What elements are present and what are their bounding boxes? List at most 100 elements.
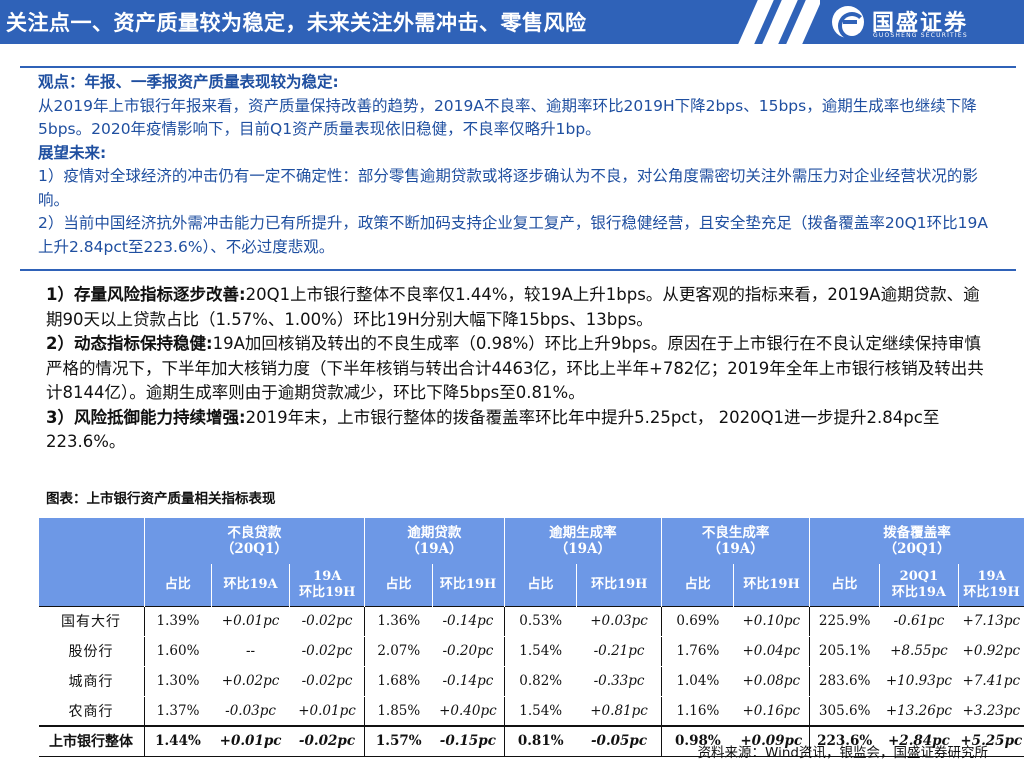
table-cell: +0.08pc — [733, 666, 810, 697]
row-label: 股份行 — [38, 636, 144, 667]
point-heading: 2）动态指标保持稳健: — [46, 334, 213, 353]
table-cell: +0.04pc — [733, 636, 810, 667]
table-caption: 图表：上市银行资产质量相关指标表现 — [46, 491, 276, 507]
point-text: 2019年末，上市银行整体的拨备覆盖率环比年中提升5.25pct， 2020Q1… — [46, 407, 940, 452]
analysis-point-2: 2）动态指标保持稳健:19A加回核销及转出的不良生成率（0.98%）环比上升9b… — [46, 332, 986, 406]
col-header: 环比19H — [576, 564, 662, 606]
group-header: 拨备覆盖率 （20Q1） — [809, 518, 1024, 564]
table-cell: -0.03pc — [211, 696, 290, 727]
row-label: 国有大行 — [38, 605, 144, 637]
table-cell: -0.20pc — [432, 636, 505, 667]
row-label: 城商行 — [38, 666, 144, 697]
table-cell: +8.55pc — [879, 636, 959, 667]
col-header: 占比 — [503, 564, 577, 606]
col-header: 环比19H — [431, 564, 505, 606]
table-cell: +0.40pc — [432, 696, 505, 727]
table-cell: 0.53% — [503, 605, 577, 637]
logo-name: 国盛证券 — [872, 11, 969, 36]
asset-quality-table: 不良贷款 （20Q1） 逾期贷款 （19A） 逾期生成率 （19A） 不良生成率 （19… — [38, 518, 1024, 757]
table-cell: 1.68% — [364, 666, 433, 697]
analysis-point-3: 3）风险抵御能力持续增强:2019年末，上市银行整体的拨备覆盖率环比年中提升5.… — [46, 406, 986, 455]
table-cell: -0.02pc — [289, 725, 365, 757]
col-header: 占比 — [809, 564, 880, 606]
point-text: 19A加回核销及转出的不良生成率（0.98%）环比上升9bps。原因在于上市银行… — [46, 334, 984, 402]
row-label: 农商行 — [38, 696, 144, 727]
table-cell: 223.6% — [809, 725, 880, 757]
header-corner — [38, 518, 144, 564]
group-header: 逾期贷款 （19A） — [364, 518, 505, 564]
table-cell: +0.01pc — [211, 605, 290, 637]
table-cell: 0.82% — [503, 666, 577, 697]
table-cell: +0.16pc — [733, 696, 810, 727]
table-cell: 1.30% — [143, 666, 212, 697]
table-cell: -0.14pc — [432, 666, 505, 697]
table-cell: 283.6% — [809, 666, 880, 697]
future-heading: 展望未来: — [38, 143, 107, 162]
table-cell: 1.57% — [364, 725, 433, 757]
table-cell: +10.93pc — [879, 666, 959, 697]
col-header: 占比 — [364, 564, 433, 606]
point-heading: 1）存量风险指标逐步改善: — [46, 285, 246, 304]
col-header: 占比 — [143, 564, 212, 606]
group-header: 不良贷款 （20Q1） — [143, 518, 365, 564]
table-cell: -0.02pc — [289, 605, 365, 637]
col-header: 20Q1 环比19A — [878, 564, 959, 606]
col-header: 19A 环比19H — [289, 564, 365, 606]
company-logo: 国盛证券 GUOSHENG SECURITIES — [820, 0, 1024, 44]
table-row: 上市银行整体 1.44% +0.01pc -0.02pc 1.57% -0.15pc 0.8… — [38, 725, 1024, 757]
table-cell: +0.92pc — [958, 636, 1024, 667]
analysis-text: 1）存量风险指标逐步改善:20Q1上市银行整体不良率仅1.44%，较19A上升1… — [46, 283, 986, 455]
col-header: 环比19A — [210, 564, 290, 606]
table-cell: +0.10pc — [733, 605, 810, 637]
table-cell: 1.44% — [143, 725, 212, 757]
future-point-2: 2）当前中国经济抗外需冲击能力已有所提升，政策不断加码支持企业复工复产，银行稳健… — [38, 214, 988, 256]
table-cell: +0.09pc — [733, 725, 810, 757]
group-header: 逾期生成率 （19A） — [503, 518, 662, 564]
table-row: 城商行 1.30% +0.02pc -0.02pc 1.68% -0.14pc 0.82% -… — [38, 666, 1024, 697]
table-cell: +7.41pc — [958, 666, 1024, 697]
logo-mark-icon — [832, 6, 866, 40]
col-header: 19A 环比19H — [958, 564, 1024, 606]
table-cell: 1.04% — [661, 666, 734, 697]
table-cell: 2.07% — [364, 636, 433, 667]
table-cell: +7.13pc — [958, 605, 1024, 637]
table-cell: 1.16% — [661, 696, 734, 727]
table-cell: +0.01pc — [211, 725, 290, 757]
table-cell: -0.21pc — [576, 636, 662, 667]
header-corner — [38, 564, 144, 606]
table-cell: -0.05pc — [576, 725, 662, 757]
table-cell: 1.60% — [143, 636, 212, 667]
view-heading: 观点：年报、一季报资产质量表现较为稳定: — [38, 73, 339, 91]
table-cell: +5.25pc — [958, 725, 1024, 757]
table-cell: 0.98% — [661, 725, 734, 757]
table-cell: -0.61pc — [879, 605, 959, 637]
table-cell: 205.1% — [809, 636, 880, 667]
table-cell: 1.76% — [661, 636, 734, 667]
table-cell: +2.84pc — [879, 725, 959, 757]
table-row: 农商行 1.37% -0.03pc +0.01pc 1.85% +0.40pc 1.54% +… — [38, 696, 1024, 727]
table-cell: 1.39% — [143, 605, 212, 637]
table-cell: 1.54% — [503, 636, 577, 667]
source-note: 资料来源：Wind资讯，银监会，国盛证券研究所 — [697, 745, 988, 761]
table-cell: 1.54% — [503, 696, 577, 727]
table-cell: +3.23pc — [958, 696, 1024, 727]
table-cell: +0.01pc — [289, 696, 365, 727]
table-cell: -0.33pc — [576, 666, 662, 697]
slide-title: 关注点一、资产质量较为稳定，未来关注外需冲击、零售风险 — [6, 11, 587, 35]
table-cell: +0.03pc — [576, 605, 662, 637]
table-cell: 1.37% — [143, 696, 212, 727]
group-header: 不良生成率 （19A） — [661, 518, 810, 564]
table-cell: 1.85% — [364, 696, 433, 727]
table-cell: -0.02pc — [289, 636, 365, 667]
table-cell: 1.36% — [364, 605, 433, 637]
table-cell: 305.6% — [809, 696, 880, 727]
table-cell: -0.15pc — [432, 725, 505, 757]
future-point-1: 1）疫情对全球经济的冲击仍有一定不确定性：部分零售逾期贷款或将逐步确认为不良，对… — [38, 167, 978, 209]
table-cell: +0.81pc — [576, 696, 662, 727]
table-cell: -0.14pc — [432, 605, 505, 637]
table-row: 国有大行 1.39% +0.01pc -0.02pc 1.36% -0.14pc 0.53%… — [38, 605, 1024, 637]
col-header: 占比 — [661, 564, 734, 606]
col-header: 环比19H — [732, 564, 810, 606]
logo-english-name: GUOSHENG SECURITIES — [873, 32, 968, 39]
table-cell: 0.69% — [661, 605, 734, 637]
